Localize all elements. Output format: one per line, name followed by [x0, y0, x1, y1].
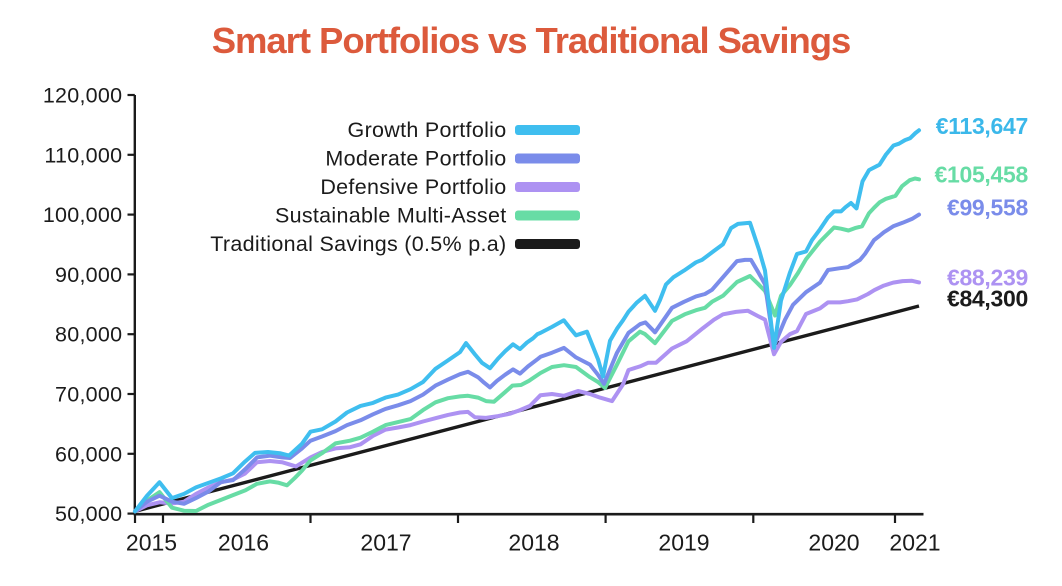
svg-text:€99,558: €99,558 [947, 195, 1029, 221]
svg-text:50,000: 50,000 [55, 502, 122, 526]
svg-text:100,000: 100,000 [43, 203, 122, 227]
svg-text:Moderate Portfolio: Moderate Portfolio [325, 147, 506, 171]
svg-text:€113,647: €113,647 [936, 113, 1028, 139]
svg-text:120,000: 120,000 [43, 84, 122, 108]
svg-text:Traditional Savings (0.5% p.a): Traditional Savings (0.5% p.a) [210, 232, 506, 256]
svg-text:110,000: 110,000 [44, 143, 122, 167]
svg-text:2018: 2018 [508, 530, 559, 556]
svg-text:€88,239: €88,239 [947, 265, 1028, 291]
svg-text:Sustainable Multi-Asset: Sustainable Multi-Asset [275, 204, 507, 228]
svg-text:60,000: 60,000 [55, 442, 122, 466]
svg-text:2021: 2021 [889, 530, 940, 556]
svg-text:€84,300: €84,300 [947, 286, 1028, 312]
svg-text:2016: 2016 [218, 530, 269, 556]
svg-text:80,000: 80,000 [55, 323, 122, 347]
svg-text:70,000: 70,000 [55, 383, 122, 407]
svg-text:90,000: 90,000 [55, 263, 122, 287]
svg-text:Growth Portfolio: Growth Portfolio [348, 118, 507, 142]
svg-text:Defensive Portfolio: Defensive Portfolio [320, 175, 506, 199]
svg-text:2017: 2017 [360, 530, 411, 556]
svg-text:2019: 2019 [658, 530, 709, 556]
svg-text:2015: 2015 [126, 530, 177, 556]
svg-text:2020: 2020 [808, 530, 859, 556]
svg-text:€105,458: €105,458 [934, 162, 1028, 188]
